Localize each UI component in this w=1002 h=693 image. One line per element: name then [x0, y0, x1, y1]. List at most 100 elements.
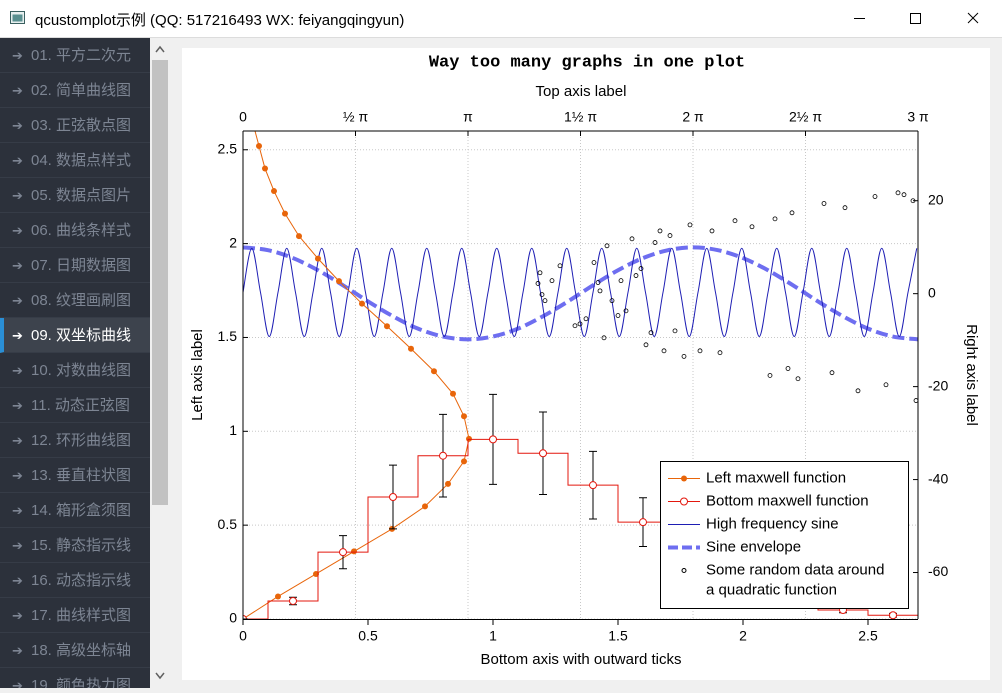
scatter-point [661, 348, 667, 354]
data-point [422, 503, 428, 510]
data-point [262, 165, 268, 172]
data-point [466, 435, 472, 442]
nav-arrow-icon: ➔ [12, 153, 23, 168]
nav-label: 13. 垂直柱状图 [31, 467, 132, 484]
nav-label: 06. 曲线条样式 [31, 222, 132, 239]
scrollbar[interactable] [150, 38, 170, 688]
nav-arrow-icon: ➔ [12, 118, 23, 133]
close-button[interactable] [967, 12, 979, 24]
data-point [461, 413, 467, 420]
nav-label: 10. 对数曲线图 [31, 362, 132, 379]
legend-label: High frequency sine [706, 515, 839, 532]
legend-label: Sine envelope [706, 538, 801, 555]
y2-tick-label: -20 [928, 377, 948, 393]
data-point [408, 345, 414, 352]
data-point [271, 188, 277, 195]
scatter-point [597, 288, 603, 294]
nav-item[interactable]: ➔ 17. 曲线样式图 [0, 598, 150, 633]
nav-item[interactable]: ➔ 09. 双坐标曲线 [0, 318, 150, 353]
scatter-point [749, 224, 755, 230]
nav-label: 03. 正弦散点图 [31, 117, 132, 134]
y2-tick-label: 20 [928, 191, 944, 207]
scatter-point [717, 350, 723, 356]
nav-item[interactable]: ➔ 03. 正弦散点图 [0, 108, 150, 143]
nav-item[interactable]: ➔ 12. 环形曲线图 [0, 423, 150, 458]
scatter-point [638, 266, 644, 271]
nav-item[interactable]: ➔ 13. 垂直柱状图 [0, 458, 150, 493]
nav-item[interactable]: ➔ 16. 动态指示线 [0, 563, 150, 598]
nav-arrow-icon: ➔ [12, 48, 23, 63]
data-point [889, 611, 897, 619]
nav-item[interactable]: ➔ 18. 高级坐标轴 [0, 633, 150, 668]
nav-arrow-icon: ➔ [12, 328, 23, 343]
scatter-point [615, 313, 621, 318]
scatter-point [872, 194, 878, 199]
maximize-button[interactable] [910, 13, 921, 24]
nav-label: 09. 双坐标曲线 [31, 327, 132, 344]
scatter-point [618, 278, 624, 284]
scatter-point [542, 298, 548, 304]
nav-item[interactable]: ➔ 05. 数据点图片 [0, 178, 150, 213]
scatter-point [895, 190, 901, 196]
y-tick-label: 0.5 [218, 516, 238, 532]
nav-label: 14. 箱形盒须图 [31, 502, 132, 519]
data-point [289, 596, 297, 605]
data-point [250, 120, 256, 126]
nav-arrow-icon: ➔ [12, 188, 23, 203]
data-point [450, 390, 456, 397]
legend-label: Some random data around a quadratic funct… [706, 561, 884, 598]
nav-item[interactable]: ➔ 02. 简单曲线图 [0, 73, 150, 108]
x2-axis-label: Top axis label [536, 83, 627, 100]
nav-list: ➔ 01. 平方二次元 ➔ 02. 简单曲线图 ➔ 03. 正弦散点图 ➔ 04. 数据点样式… [0, 38, 150, 688]
x-tick-label: 0 [239, 628, 247, 644]
nav-arrow-icon: ➔ [12, 503, 23, 518]
nav-item[interactable]: ➔ 04. 数据点样式 [0, 143, 150, 178]
scatter-point [604, 243, 610, 249]
data-point [275, 593, 281, 600]
x2-tick-label: 3 π [907, 109, 929, 125]
scatter-point [732, 218, 738, 224]
nav-label: 05. 数据点图片 [31, 187, 132, 204]
scatter-point [795, 376, 801, 382]
nav-item[interactable]: ➔ 10. 对数曲线图 [0, 353, 150, 388]
nav-item[interactable]: ➔ 01. 平方二次元 [0, 38, 150, 73]
y2-tick-label: -60 [928, 563, 948, 579]
scroll-down[interactable] [155, 672, 165, 680]
nav-item[interactable]: ➔ 19. 颜色热力图 [0, 668, 150, 688]
data-point [351, 548, 357, 555]
nav-item[interactable]: ➔ 15. 静态指示线 [0, 528, 150, 563]
nav-item[interactable]: ➔ 07. 日期数据图 [0, 248, 150, 283]
scatter-point [643, 342, 649, 348]
scroll-up[interactable] [155, 45, 165, 53]
x-axis-label: Bottom axis with outward ticks [481, 651, 682, 668]
data-point [639, 518, 647, 527]
scatter-point [595, 280, 601, 285]
scatter-point [629, 236, 635, 242]
series-line [243, 247, 918, 338]
nav-arrow-icon: ➔ [12, 573, 23, 588]
scatter-point [609, 298, 615, 304]
scroll-thumb[interactable] [152, 60, 168, 505]
legend-icon [680, 497, 688, 506]
nav-arrow-icon: ➔ [12, 258, 23, 273]
plot-data [243, 120, 918, 619]
nav-arrow-icon: ➔ [12, 433, 23, 448]
scatter-point [535, 281, 541, 286]
nav-item[interactable]: ➔ 14. 箱形盒须图 [0, 493, 150, 528]
nav-item[interactable]: ➔ 11. 动态正弦图 [0, 388, 150, 423]
y-tick-label: 2 [229, 234, 237, 250]
data-point [539, 449, 547, 458]
legend-box [660, 461, 909, 609]
x-tick-label: 1 [489, 628, 497, 644]
scatter-point [697, 348, 703, 354]
scatter-point [537, 270, 543, 276]
nav-item[interactable]: ➔ 06. 曲线条样式 [0, 213, 150, 248]
data-point [243, 615, 247, 619]
scatter-point [883, 382, 889, 388]
scatter-point [672, 328, 678, 334]
legend: Left maxwell function Bottom maxwell func… [660, 461, 909, 609]
y-tick-label: 0 [229, 610, 237, 626]
nav-item[interactable]: ➔ 08. 纹理画刷图 [0, 283, 150, 318]
x2-tick-label: π [463, 109, 473, 125]
nav-arrow-icon: ➔ [12, 83, 23, 98]
